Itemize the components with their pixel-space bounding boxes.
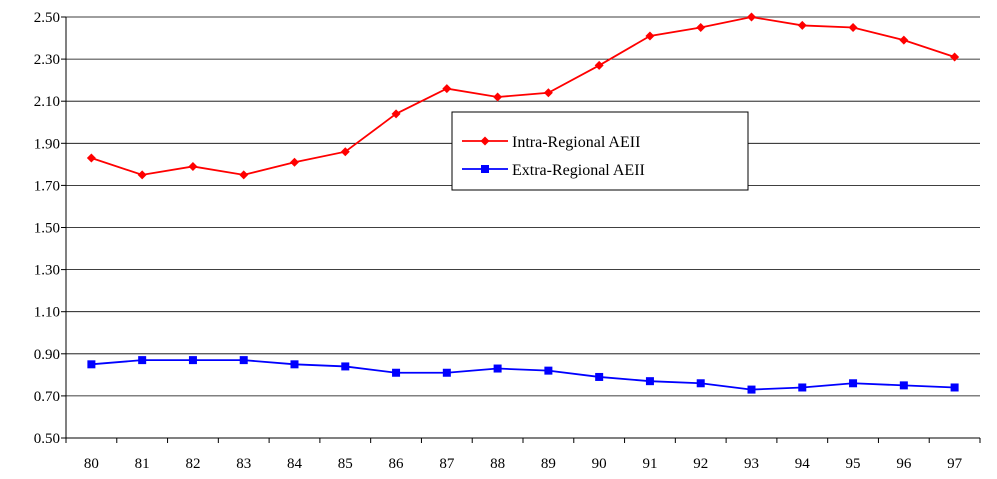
legend-marker [480, 136, 490, 146]
data-point-95 [849, 379, 858, 388]
x-tick-label-87: 87 [439, 456, 455, 472]
y-tick-label: 2.30 [34, 52, 60, 68]
data-point-85 [341, 362, 350, 371]
data-point-97 [950, 383, 959, 392]
data-point-91 [645, 31, 655, 41]
data-point-86 [391, 109, 401, 119]
x-tick-label-92: 92 [693, 456, 708, 472]
data-point-85 [340, 147, 350, 157]
y-tick-label: 1.30 [34, 263, 60, 279]
data-point-97 [950, 52, 960, 62]
y-tick-label: 2.10 [34, 94, 60, 110]
x-tick-label-88: 88 [490, 456, 505, 472]
y-tick-label: 0.50 [34, 431, 60, 447]
data-point-80 [87, 360, 96, 369]
series-intra-regional [86, 12, 960, 180]
y-tick-label: 1.90 [34, 136, 60, 152]
legend-marker [481, 165, 489, 173]
data-point-89 [544, 366, 553, 375]
y-axis-tick-labels: 0.50 0.70 0.90 1.10 1.30 1.50 1.70 1.90 2.10 2.30… [34, 10, 60, 447]
x-tick-label-84: 84 [287, 456, 303, 472]
data-point-93 [747, 12, 756, 22]
data-point-93 [747, 385, 756, 394]
x-tick-label-91: 91 [642, 456, 657, 472]
x-tick-label-93: 93 [744, 456, 759, 472]
data-point-82 [188, 161, 198, 171]
x-tick-label-96: 96 [896, 456, 912, 472]
x-tick-label-82: 82 [185, 456, 200, 472]
data-point-94 [797, 20, 807, 30]
data-point-96 [899, 381, 908, 390]
data-point-89 [543, 88, 553, 98]
x-tick-label-85: 85 [338, 456, 353, 472]
data-point-95 [848, 23, 858, 33]
series-extra-regional [87, 356, 959, 394]
data-point-81 [137, 170, 147, 180]
legend-box [451, 111, 749, 191]
axes [61, 16, 981, 443]
y-tick-label: 2.50 [34, 10, 60, 26]
x-tick-label-83: 83 [236, 456, 251, 472]
data-point-90 [594, 60, 604, 70]
x-tick-label-86: 86 [389, 456, 405, 472]
y-tick-label: 0.90 [34, 347, 60, 363]
data-point-81 [138, 356, 147, 365]
grid-lines [66, 16, 980, 397]
data-point-92 [696, 379, 705, 388]
x-tick-label-94: 94 [795, 456, 811, 472]
data-point-87 [442, 368, 451, 377]
data-point-82 [188, 356, 197, 365]
data-point-86 [392, 368, 401, 377]
x-axis-tick-labels: 80 81 82 83 84 85 86 87 88 89 90 91 92 93 94 95 96 97 [84, 456, 963, 472]
y-tick-label: 1.10 [34, 305, 60, 321]
x-tick-label-95: 95 [846, 456, 861, 472]
data-point-96 [899, 35, 909, 45]
data-point-88 [493, 92, 503, 102]
series-line [91, 359, 955, 391]
data-point-92 [696, 23, 706, 33]
data-point-84 [290, 360, 299, 369]
data-point-91 [645, 377, 654, 386]
legend-label: Extra-Regional AEII [512, 162, 645, 179]
y-tick-label: 1.50 [34, 221, 60, 237]
data-point-90 [595, 372, 604, 381]
data-point-80 [86, 153, 96, 163]
y-tick-label: 1.70 [34, 178, 60, 194]
legend: Intra-Regional AEII Extra-Regional AEII [451, 111, 749, 191]
data-point-83 [239, 356, 248, 365]
data-point-83 [239, 170, 249, 180]
x-tick-label-89: 89 [541, 456, 556, 472]
x-tick-label-81: 81 [135, 456, 150, 472]
series-group [86, 12, 960, 394]
x-tick-label-80: 80 [84, 456, 99, 472]
data-point-84 [290, 157, 299, 167]
legend-label: Intra-Regional AEII [512, 134, 640, 151]
data-point-87 [442, 84, 452, 94]
data-point-88 [493, 364, 502, 373]
data-point-94 [798, 383, 807, 392]
y-tick-label: 0.70 [34, 389, 60, 405]
x-tick-label-97: 97 [947, 456, 963, 472]
x-tick-label-90: 90 [592, 456, 607, 472]
series-line [91, 16, 955, 176]
